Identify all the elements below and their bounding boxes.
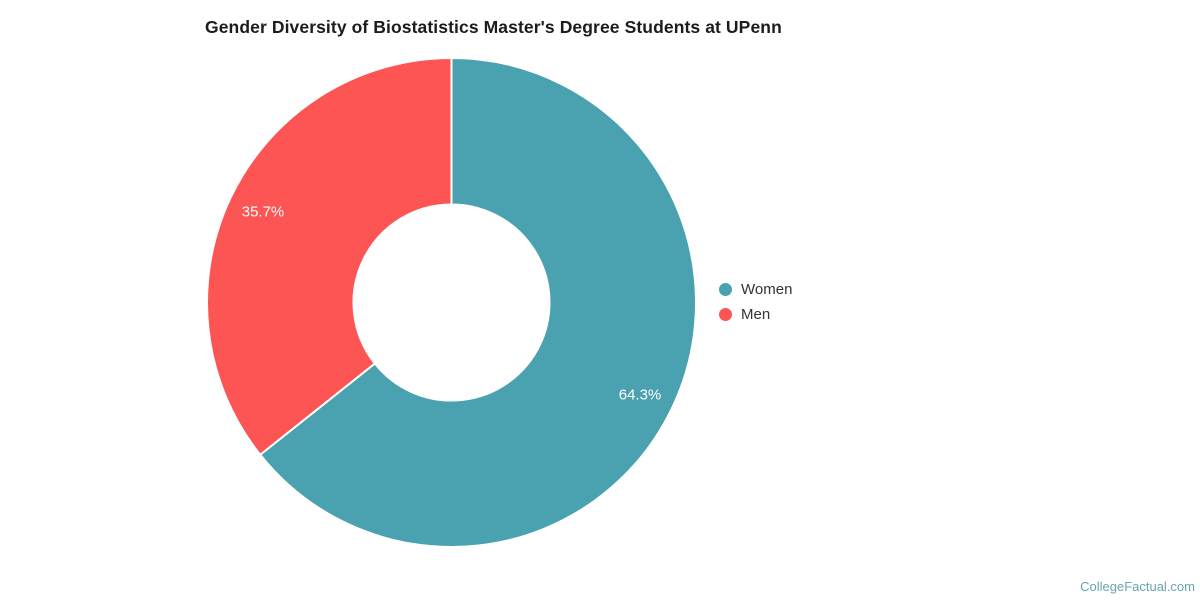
legend-item-women[interactable]: Women: [719, 277, 792, 302]
pie-slice-women[interactable]: [259, 57, 697, 548]
legend-marker-women-icon: [719, 283, 732, 296]
legend-label-men: Men: [741, 306, 771, 323]
watermark-credit[interactable]: CollegeFactual.com: [1080, 579, 1195, 594]
pie-slice-men[interactable]: [206, 57, 453, 456]
legend-marker-men-icon: [719, 308, 732, 321]
legend-label-women: Women: [741, 281, 793, 298]
legend-item-men[interactable]: Men: [719, 302, 792, 327]
chart-title: Gender Diversity of Biostatistics Master…: [205, 17, 782, 37]
legend: Women Men: [719, 277, 792, 327]
